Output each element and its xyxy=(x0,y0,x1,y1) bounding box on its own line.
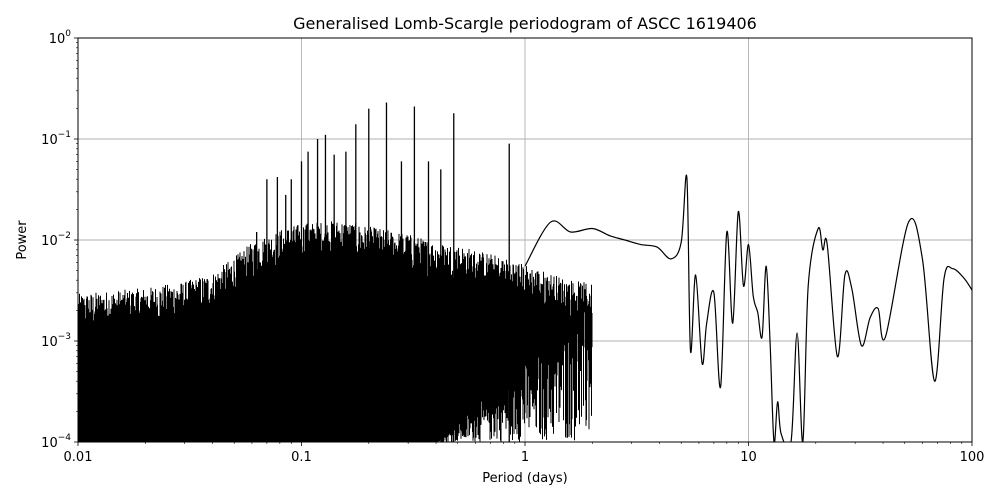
x-tick-label: 1 xyxy=(521,450,529,465)
y-tick-label: 10−3 xyxy=(41,332,71,350)
periodogram-series xyxy=(78,102,972,442)
x-tick-label: 0.1 xyxy=(291,450,312,465)
y-axis-label: Power xyxy=(15,220,30,260)
y-tick-label: 10−2 xyxy=(41,231,71,249)
x-axis-label: Period (days) xyxy=(482,471,568,486)
y-tick-label: 10−1 xyxy=(41,130,71,148)
y-tick-label: 10−4 xyxy=(41,433,71,451)
long-period-curve xyxy=(524,174,972,442)
x-tick-label: 0.01 xyxy=(64,450,93,465)
y-tick-label: 100 xyxy=(49,29,72,47)
chart-title: Generalised Lomb-Scargle periodogram of … xyxy=(293,14,757,33)
axis-ticks: 0.01 0.1 1 10 100 10−4 10−3 10−2 10−1 100 xyxy=(41,29,984,465)
x-tick-label: 100 xyxy=(960,450,985,465)
dense-noise-region xyxy=(78,221,593,442)
x-tick-label: 10 xyxy=(740,450,757,465)
